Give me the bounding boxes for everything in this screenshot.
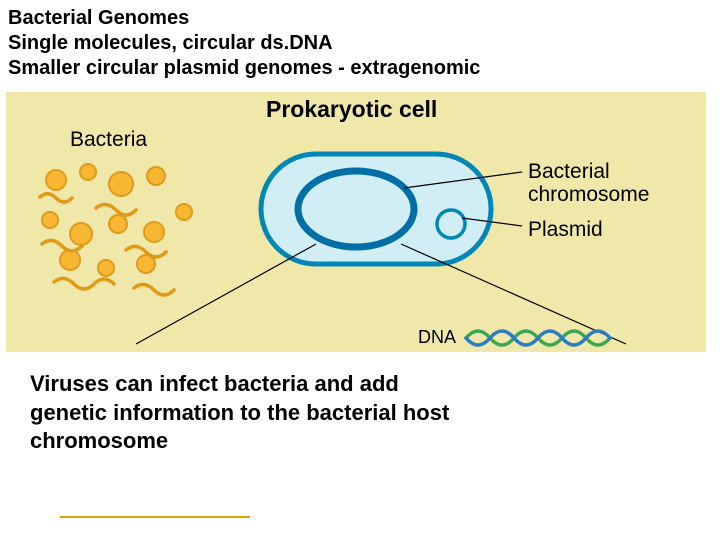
header-line2: Single molecules, circular ds.DNA (8, 31, 712, 56)
header-line1: Bacterial Genomes (8, 6, 712, 31)
header-line3: Smaller circular plasmid genomes - extra… (8, 56, 712, 81)
plasmid-label: Plasmid (528, 218, 603, 242)
diagram-panel: Prokaryotic cell Bacteria Bacterial chro… (6, 92, 706, 352)
diagram-title: Prokaryotic cell (266, 96, 437, 123)
chromosome-label: Bacterial chromosome (528, 160, 649, 206)
footer-text: Viruses can infect bacteria and add gene… (30, 370, 690, 456)
divider (60, 516, 250, 518)
dna-label: DNA (418, 327, 456, 348)
bacteria-label: Bacteria (70, 128, 147, 152)
